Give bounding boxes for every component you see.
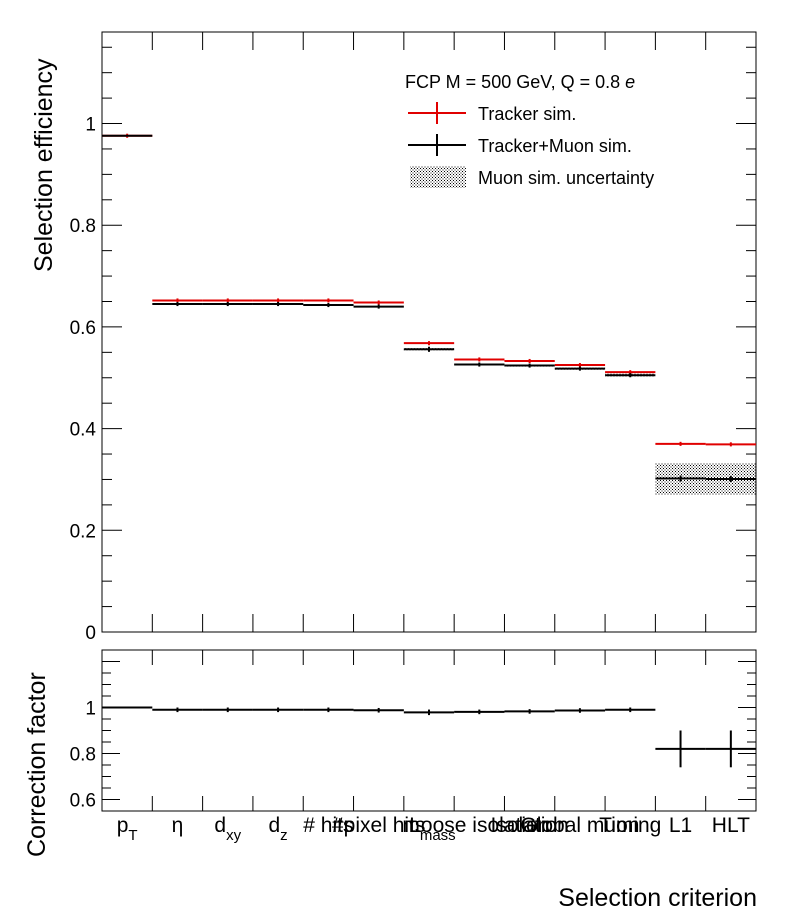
legend-entry-tracker: Tracker sim. [478, 104, 576, 124]
ratio-y-axis-title: Correction factor [23, 672, 51, 857]
category-label: Global muon [520, 814, 639, 837]
category-label: Loose isolation [409, 814, 549, 837]
category-label: #pixel hits [332, 814, 425, 837]
legend-entry-tracker-muon: Tracker+Muon sim. [478, 136, 632, 156]
y-tick-label: 0.2 [70, 521, 96, 542]
ratio-plot-frame [101, 649, 757, 812]
category-label: dxy [214, 814, 241, 844]
x-axis-title: Selection criterion [558, 884, 757, 912]
efficiency-plot-frame [101, 31, 757, 633]
ratio-y-tick-label: 1 [85, 699, 96, 720]
efficiency-series [102, 133, 756, 482]
y-tick-label: 0.4 [70, 420, 97, 441]
category-label: # hits [303, 814, 353, 837]
category-label: mmass [402, 814, 455, 844]
y-tick-label: 0.8 [70, 216, 96, 237]
legend-header: FCP M = 500 GeV, Q = 0.8 e [405, 72, 635, 92]
legend: FCP M = 500 GeV, Q = 0.8 e Tracker sim. … [405, 72, 654, 188]
category-label: L1 [669, 814, 692, 837]
legend-entry-uncertainty: Muon sim. uncertainty [478, 168, 654, 188]
category-label: Isolation [491, 814, 569, 837]
category-label: Timing [599, 814, 661, 837]
legend-uncertainty-swatch [410, 166, 466, 188]
ratio-y-axis: 0.6 0.8 1 [70, 649, 756, 812]
y-tick-label: 1 [85, 115, 96, 136]
efficiency-y-axis-title: Selection efficiency [30, 58, 58, 272]
category-label: dz [268, 814, 287, 844]
category-label: HLT [712, 814, 750, 837]
ratio-x-axis [151, 650, 707, 811]
category-label: pT [117, 814, 138, 844]
efficiency-y-axis: 0 0.2 0.4 0.6 0.8 1 [70, 46, 756, 644]
ratio-series [102, 706, 756, 768]
y-tick-label: 0 [85, 623, 96, 644]
ratio-y-tick-label: 0.6 [70, 791, 96, 812]
ratio-y-tick-label: 0.8 [70, 745, 96, 766]
muon-uncertainty-band [152, 303, 756, 495]
y-tick-label: 0.6 [70, 318, 96, 339]
category-label: η [172, 814, 184, 837]
efficiency-x-axis [151, 32, 707, 632]
